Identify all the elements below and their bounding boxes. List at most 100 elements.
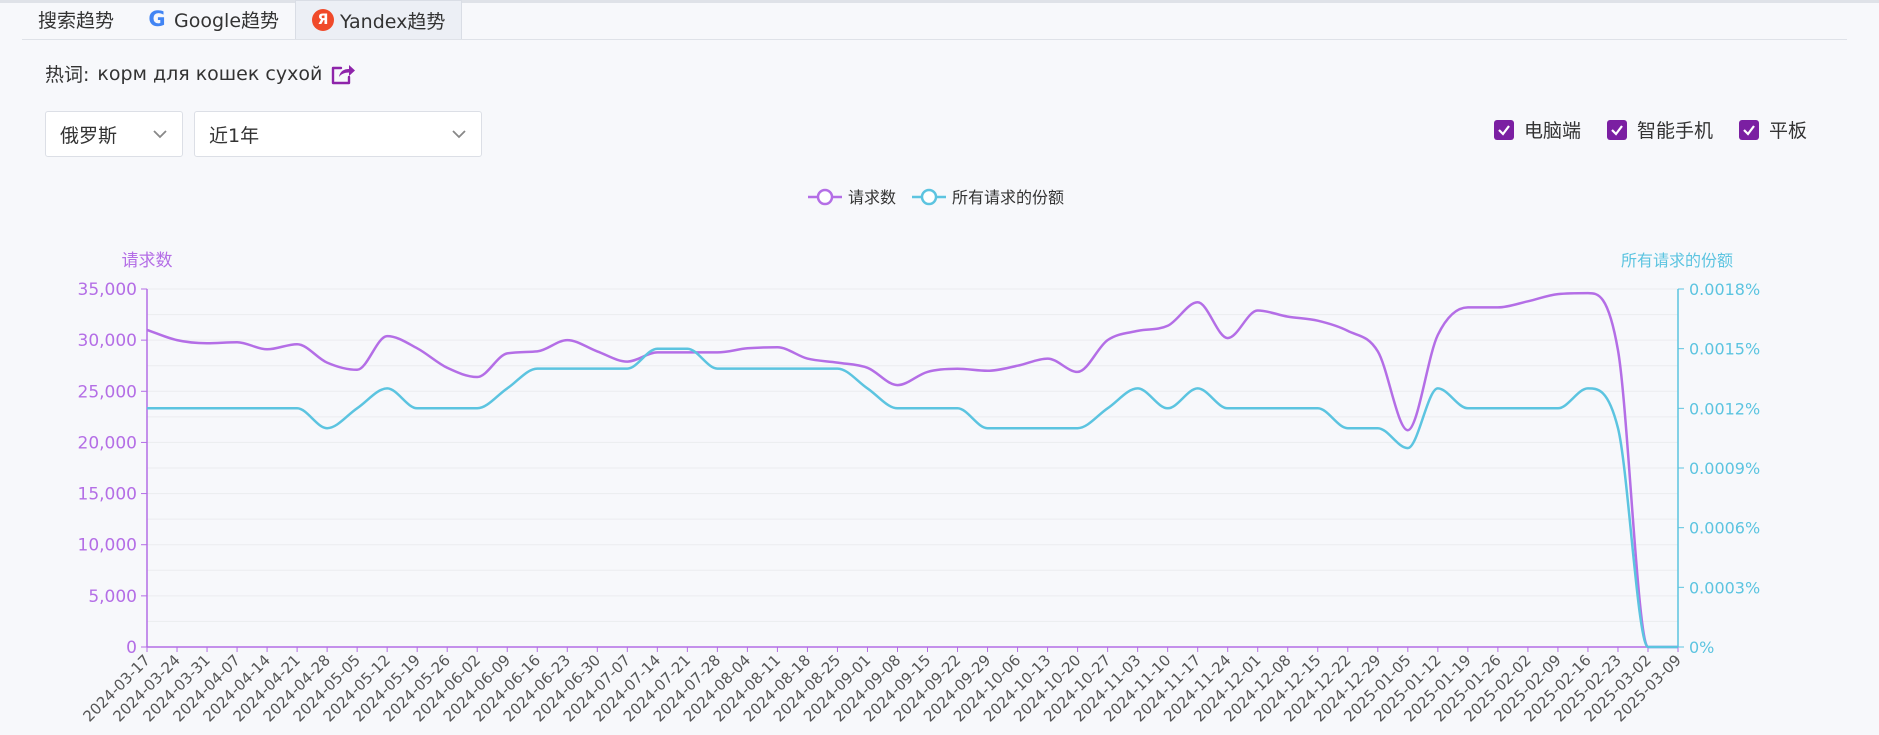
x-axis-tick-label: 2024-07-07 <box>560 651 634 725</box>
x-axis-tick-label: 2024-10-13 <box>980 651 1054 725</box>
x-axis-tick-label: 2025-02-02 <box>1460 651 1534 725</box>
x-axis-tick-label: 2024-11-24 <box>1160 651 1234 725</box>
x-axis-tick-label: 2024-09-22 <box>890 651 964 725</box>
checkbox-checked-icon <box>1606 119 1627 140</box>
right-axis-tick-label: 0.0012% <box>1689 399 1760 418</box>
left-axis-tick-label: 10,000 <box>78 536 137 556</box>
x-axis-tick-label: 2024-11-17 <box>1130 651 1204 725</box>
x-axis-tick-label: 2024-05-12 <box>320 651 394 725</box>
tab-bar: 搜索趋势 G Google趋势 Я Yandex趋势 <box>22 0 463 40</box>
region-select[interactable]: 俄罗斯 <box>45 111 183 157</box>
x-axis-tick-label: 2024-07-28 <box>650 651 724 725</box>
x-axis-tick-label: 2025-01-19 <box>1400 651 1474 725</box>
top-border <box>0 0 1879 3</box>
requests-series-line <box>146 291 1678 649</box>
x-axis-tick-label: 2024-03-24 <box>109 651 183 725</box>
x-axis-tick-label: 2024-06-16 <box>470 651 544 725</box>
region-value: 俄罗斯 <box>60 124 118 147</box>
left-axis-tick-label: 20,000 <box>78 433 137 453</box>
period-select[interactable]: 近1年 <box>194 111 482 157</box>
x-axis-tick-label: 2024-10-06 <box>950 651 1024 725</box>
x-axis-tick-label: 2024-09-08 <box>830 651 904 725</box>
x-axis-tick-label: 2025-01-05 <box>1340 651 1414 725</box>
checkbox-checked-icon <box>1738 119 1759 140</box>
x-axis-tick-label: 2024-06-30 <box>530 651 604 725</box>
x-axis-tick-label: 2024-12-29 <box>1310 651 1384 725</box>
tab-label: Google趋势 <box>174 9 280 32</box>
legend-share-label: 所有请求的份额 <box>952 188 1064 207</box>
left-axis-title: 请求数 <box>122 251 173 271</box>
x-axis-tick-label: 2024-08-04 <box>680 651 754 725</box>
left-axis-tick-label: 5,000 <box>88 587 137 607</box>
hotword-term: корм для кошек сухой <box>97 62 323 85</box>
x-axis-tick-label: 2024-05-05 <box>290 651 364 725</box>
left-axis-tick-label: 0 <box>126 638 137 658</box>
x-axis-tick-label: 2024-08-25 <box>770 651 844 725</box>
legend-share-marker <box>920 188 938 206</box>
x-axis-tick-label: 2024-05-26 <box>380 651 454 725</box>
right-axis-tick-label: 0% <box>1689 638 1714 657</box>
right-axis-tick-label: 0.0006% <box>1689 519 1760 538</box>
x-axis-tick-label: 2024-06-09 <box>440 651 514 725</box>
x-axis-tick-label: 2024-12-08 <box>1220 651 1294 725</box>
x-axis-tick-label: 2024-07-14 <box>590 651 664 725</box>
checkbox-label: 电脑端 <box>1523 120 1581 142</box>
chevron-down-icon <box>153 130 167 139</box>
x-axis-tick-label: 2024-05-19 <box>350 651 424 725</box>
left-axis-tick-label: 30,000 <box>78 331 137 351</box>
legend-requests-label: 请求数 <box>848 188 896 207</box>
checkbox-label: 智能手机 <box>1636 120 1713 142</box>
hotword-label: 热词: <box>45 64 90 86</box>
tab-search-trends[interactable]: 搜索趋势 <box>22 0 130 38</box>
x-axis-tick-label: 2025-03-09 <box>1610 651 1684 725</box>
checkbox-tablet[interactable]: 平板 <box>1738 116 1807 143</box>
x-axis-tick-label: 2024-10-27 <box>1040 651 1114 725</box>
checkbox-smartphone[interactable]: 智能手机 <box>1606 116 1713 143</box>
right-axis-tick-label: 0.0009% <box>1689 459 1760 478</box>
tab-label: 搜索趋势 <box>38 9 115 32</box>
google-logo-icon: G <box>148 7 166 31</box>
x-axis-tick-label: 2024-12-22 <box>1280 651 1354 725</box>
tab-label: Yandex趋势 <box>340 10 446 33</box>
checkbox-label: 平板 <box>1768 120 1807 142</box>
right-axis-tick-label: 0.0018% <box>1689 280 1760 299</box>
tab-google-trends[interactable]: G Google趋势 <box>130 0 295 38</box>
x-axis-tick-label: 2024-04-07 <box>170 651 244 725</box>
hotword-row: 热词: корм для кошек сухой <box>45 60 356 87</box>
period-value: 近1年 <box>209 124 260 147</box>
x-axis-tick-label: 2024-04-28 <box>260 651 334 725</box>
right-axis-tick-label: 0.0015% <box>1689 340 1760 359</box>
x-axis-tick-label: 2024-03-31 <box>139 651 213 725</box>
x-axis-tick-label: 2024-06-23 <box>500 651 574 725</box>
x-axis-tick-label: 2025-02-16 <box>1520 651 1594 725</box>
x-axis-tick-label: 2024-08-11 <box>710 651 784 725</box>
checkbox-desktop[interactable]: 电脑端 <box>1493 116 1581 143</box>
x-axis-tick-label: 2024-04-21 <box>230 651 304 725</box>
x-axis-tick-label: 2024-08-18 <box>740 651 814 725</box>
share-series-line <box>147 347 1678 649</box>
chevron-down-icon <box>452 130 466 139</box>
x-axis-tick-label: 2024-11-10 <box>1100 651 1174 725</box>
left-axis-tick-label: 35,000 <box>78 280 137 300</box>
x-axis-tick-label: 2024-09-01 <box>800 651 874 725</box>
share-icon[interactable] <box>330 62 356 86</box>
x-axis-tick-label: 2025-01-12 <box>1370 651 1444 725</box>
x-axis-tick-label: 2024-09-15 <box>860 651 934 725</box>
x-axis-tick-label: 2024-06-02 <box>410 651 484 725</box>
x-axis-tick-label: 2024-12-15 <box>1250 651 1324 725</box>
x-axis-tick-label: 2025-02-23 <box>1550 651 1624 725</box>
right-axis-title: 所有请求的份额 <box>1621 251 1733 270</box>
tab-yandex-trends[interactable]: Я Yandex趋势 <box>295 0 463 39</box>
x-axis-tick-label: 2024-03-17 <box>79 651 153 725</box>
left-axis-tick-label: 15,000 <box>78 485 137 505</box>
x-axis-tick-label: 2024-12-01 <box>1190 651 1264 725</box>
right-axis-tick-label: 0.0003% <box>1689 578 1760 597</box>
legend-requests-marker <box>816 188 834 206</box>
x-axis-tick-label: 2024-04-14 <box>200 651 274 725</box>
left-axis-tick-label: 25,000 <box>78 382 137 402</box>
x-axis-tick-label: 2024-07-21 <box>620 651 694 725</box>
device-checkboxes: 电脑端 智能手机 平板 <box>1493 116 1807 143</box>
x-axis-tick-label: 2025-01-26 <box>1430 651 1504 725</box>
x-axis-tick-label: 2024-10-20 <box>1010 651 1084 725</box>
x-axis-tick-label: 2024-09-29 <box>920 651 994 725</box>
